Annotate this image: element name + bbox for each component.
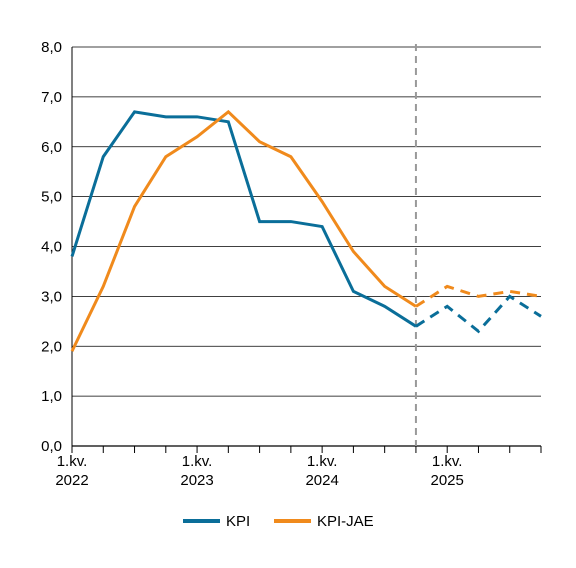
x-tick-label-year: 2024 <box>305 472 338 489</box>
x-tick-label: 1.kv. <box>57 453 88 470</box>
y-tick-label: 6,0 <box>41 139 62 156</box>
y-tick-label: 3,0 <box>41 288 62 305</box>
y-tick-label: 4,0 <box>41 239 62 256</box>
series-lines <box>70 109 542 352</box>
legend-label: KPI <box>226 513 250 530</box>
y-axis-tick-labels: 0,0 1,0 2,0 3,0 4,0 5,0 6,0 7,0 8,0 <box>41 39 62 455</box>
y-tick-label: 0,0 <box>41 438 62 455</box>
y-tick-label: 2,0 <box>41 338 62 355</box>
y-tick-label: 8,0 <box>41 39 62 56</box>
x-axis: 1.kv. 2022 1.kv. 2023 1.kv. 2024 1.kv. 2025 <box>55 47 542 489</box>
x-tick-label-year: 2025 <box>431 472 464 489</box>
x-tick-label: 1.kv. <box>432 453 463 470</box>
legend: KPI KPI-JAE <box>183 513 374 530</box>
x-tick-label-year: 2023 <box>180 472 213 489</box>
series-kpi-forecast-line <box>415 294 542 334</box>
gridlines <box>72 46 541 397</box>
series-kpi-line <box>70 110 417 328</box>
x-tick-label-year: 2022 <box>55 472 88 489</box>
series-kpi-jae-line <box>70 109 417 352</box>
y-tick-label: 7,0 <box>41 89 62 106</box>
y-tick-label: 1,0 <box>41 388 62 405</box>
x-tick-label: 1.kv. <box>307 453 338 470</box>
x-tick-label: 1.kv. <box>182 453 213 470</box>
legend-label: KPI-JAE <box>317 513 374 530</box>
y-tick-label: 5,0 <box>41 189 62 206</box>
